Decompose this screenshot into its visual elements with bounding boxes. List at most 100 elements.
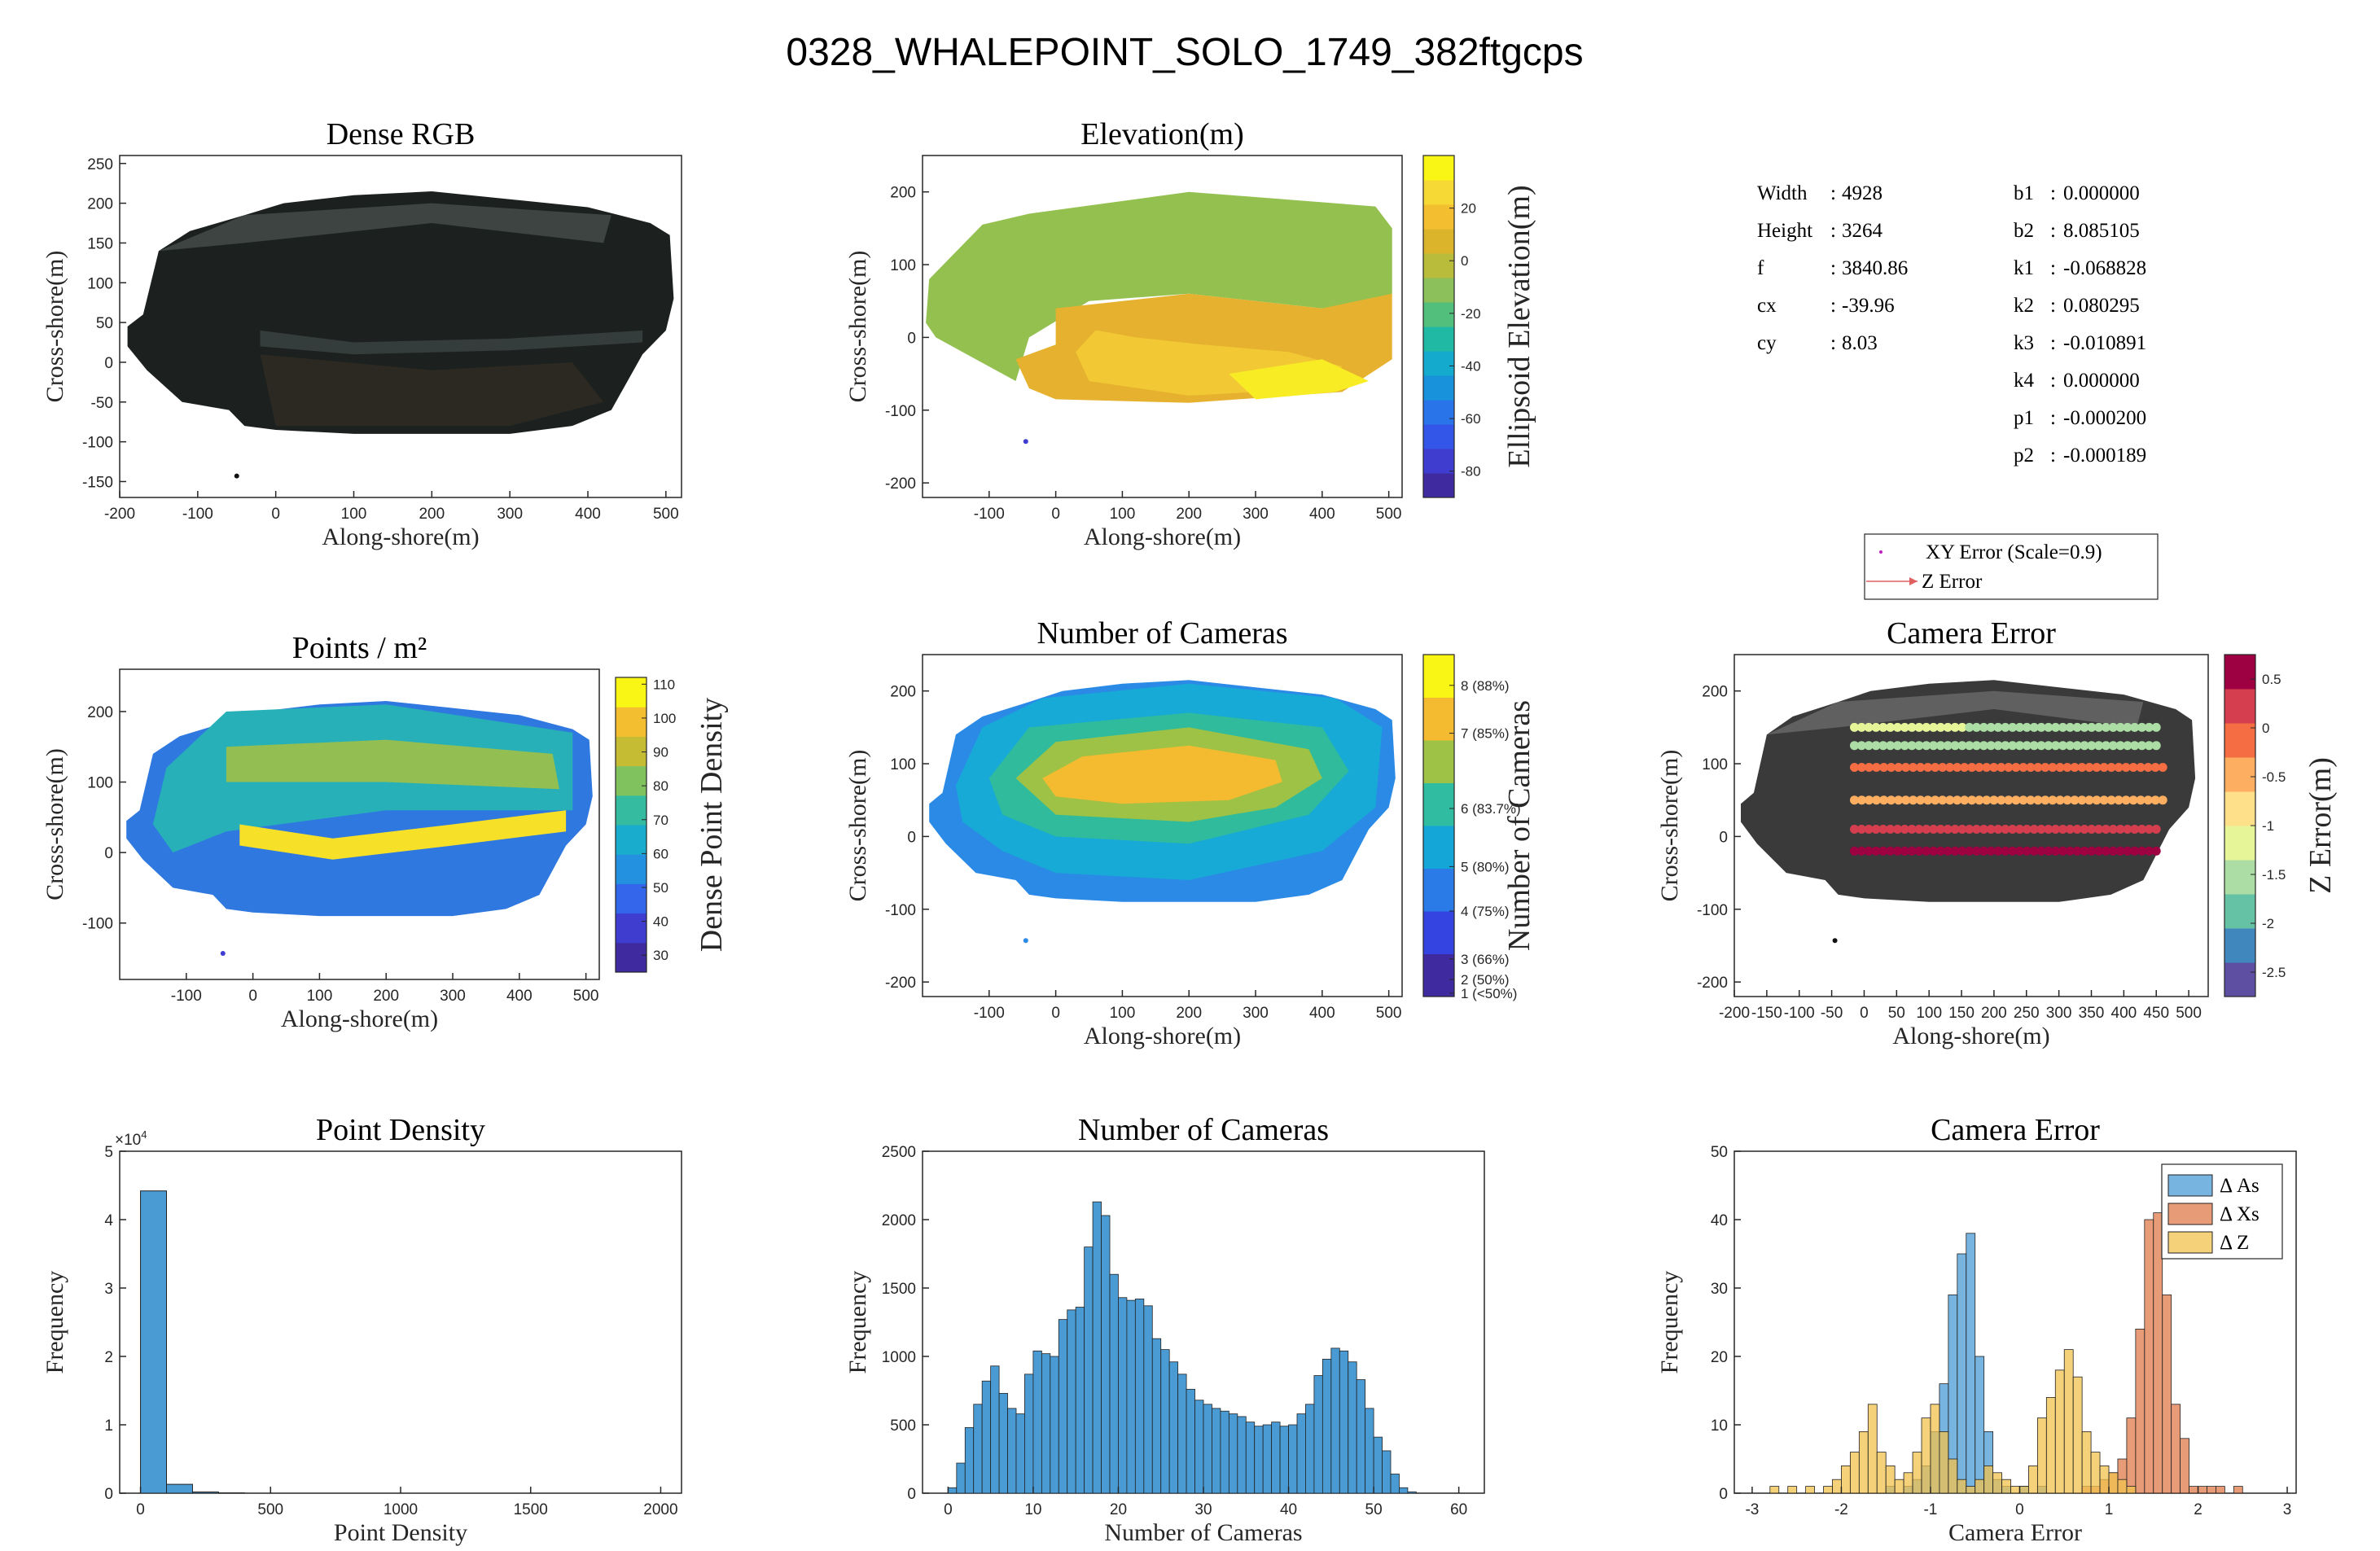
camera-error-point [1900,846,1909,856]
camera-error-point [2087,825,2097,834]
camera-error-point [1914,846,1924,856]
colorbar-tick-label: 50 [653,880,668,896]
camera-error-point [1986,722,1996,732]
camera-error-point [2033,795,2043,805]
camera-error-point [1886,741,1896,751]
histogram-bar [1373,1436,1383,1494]
camera-error-point [2015,722,2024,732]
x-tick-label: 100 [307,988,333,1005]
x-tick-label: 100 [1110,1005,1136,1022]
x-tick-label: 200 [1176,506,1202,523]
y-tick-label: 100 [890,257,916,274]
camera-error-point [1975,763,1984,772]
histogram-bar-2 [2108,1472,2119,1494]
camera-error-point [2106,763,2116,772]
err-footprint [1741,680,2196,902]
info-right-key: k3 [2014,332,2034,354]
camera-error-point [2130,741,2140,751]
x-tick-label: 200 [419,506,445,523]
y-tick-label: 20 [1711,1349,1728,1366]
camera-error-point [2008,825,2018,834]
camera-error-point [1931,763,1940,772]
colorbar-tick-label: 60 [653,846,668,861]
colorbar-tick-label: 1 (<50%) [1461,986,1517,1001]
colorbar-band [1423,326,1454,352]
histogram-bar [1220,1410,1229,1494]
histogram-bar [1390,1474,1400,1494]
camera-error-point [2108,741,2118,751]
camera-error-point [2077,763,2087,772]
histogram-bar [1305,1404,1315,1494]
camera-error-point [2029,825,2039,834]
x-tick-label: 300 [2046,1005,2072,1022]
legend-xy-label: XY Error (Scale=0.9) [1926,541,2102,563]
camera-error-point [2151,741,2161,751]
camera-error-point [2044,825,2053,834]
camera-error-point [2158,795,2167,805]
camera-error-point [1993,722,2003,732]
camera-error-point [2101,825,2110,834]
info-right-sep: : [2050,332,2056,354]
colorbar-tick-label: -1 [2262,818,2274,834]
histogram-bar [981,1380,992,1494]
camera-error-point [1953,763,1962,772]
y-exponent-label: ×104 [115,1128,147,1149]
histogram-bar [1151,1338,1162,1494]
camera-error-point [1909,763,1918,772]
y-tick-label: 2500 [882,1144,916,1161]
camera-error-point [2099,763,2109,772]
histogram-bar-2 [1832,1479,1842,1494]
y-tick-label: -200 [885,475,916,493]
x-tick-label: 400 [506,988,533,1005]
histogram-bar [1348,1361,1357,1494]
histogram-bar-1 [2216,1486,2225,1494]
y-tick-label: 100 [87,775,113,792]
camera-error-point [1879,763,1889,772]
camera-error-point [2115,846,2125,856]
histogram-bar-2 [1957,1479,1967,1494]
histogram-bar-2 [2036,1417,2047,1494]
colorbar-band [1423,278,1454,303]
camera-error-point [2130,846,2140,856]
camera-error-point [2058,825,2067,834]
info-right-sep: : [2050,220,2056,242]
x-tick-label: 250 [2014,1005,2040,1022]
x-tick-label: 0 [136,1501,145,1518]
x-tick-label: 300 [497,506,523,523]
histogram-bar [1143,1305,1153,1494]
camera-error-point [1929,846,1939,856]
camera-error-point [1872,763,1881,772]
info-left-key: f [1757,257,1764,279]
y-tick-label: 50 [1711,1144,1728,1161]
info-left-key: Width [1757,182,1808,204]
x-tick-label: 350 [2079,1005,2105,1022]
info-right-value: -0.000200 [2063,407,2146,429]
histogram-bar [1032,1350,1042,1494]
colorbar-band [616,942,647,973]
colorbar-band [1423,911,1454,954]
colorbar-tick-label: 4 (75%) [1461,904,1510,919]
y-tick-label: 150 [87,235,113,252]
histogram-bar-2 [1939,1431,1949,1494]
camera-error-point [2072,846,2082,856]
camera-error-point [1893,722,1902,732]
y-tick-label: 0 [1719,1486,1728,1503]
histogram-bar [1399,1487,1409,1494]
info-right-sep: : [2050,445,2056,467]
camera-error-point [2108,825,2118,834]
camera-error-point [1950,741,1960,751]
colorbar-band [2224,655,2255,690]
plot-num-cameras-map: Number of Cameras -100 0 100 200 300 400 500 -20… [844,616,1536,1049]
colorbar-band [2224,757,2255,792]
histogram-bar-2 [1921,1417,1931,1494]
camera-error-point [2144,741,2154,751]
colorbar-tick-label: 8 (88%) [1461,678,1510,694]
camera-error-point [1993,846,2003,856]
y-tick-label: 1 [104,1417,113,1435]
histogram-bar [1109,1273,1119,1494]
camera-error-point [2004,763,2014,772]
histogram-bar [956,1462,966,1494]
camera-error-point [2115,722,2125,732]
camera-error-point [1857,795,1866,805]
camera-error-point [2137,825,2147,834]
